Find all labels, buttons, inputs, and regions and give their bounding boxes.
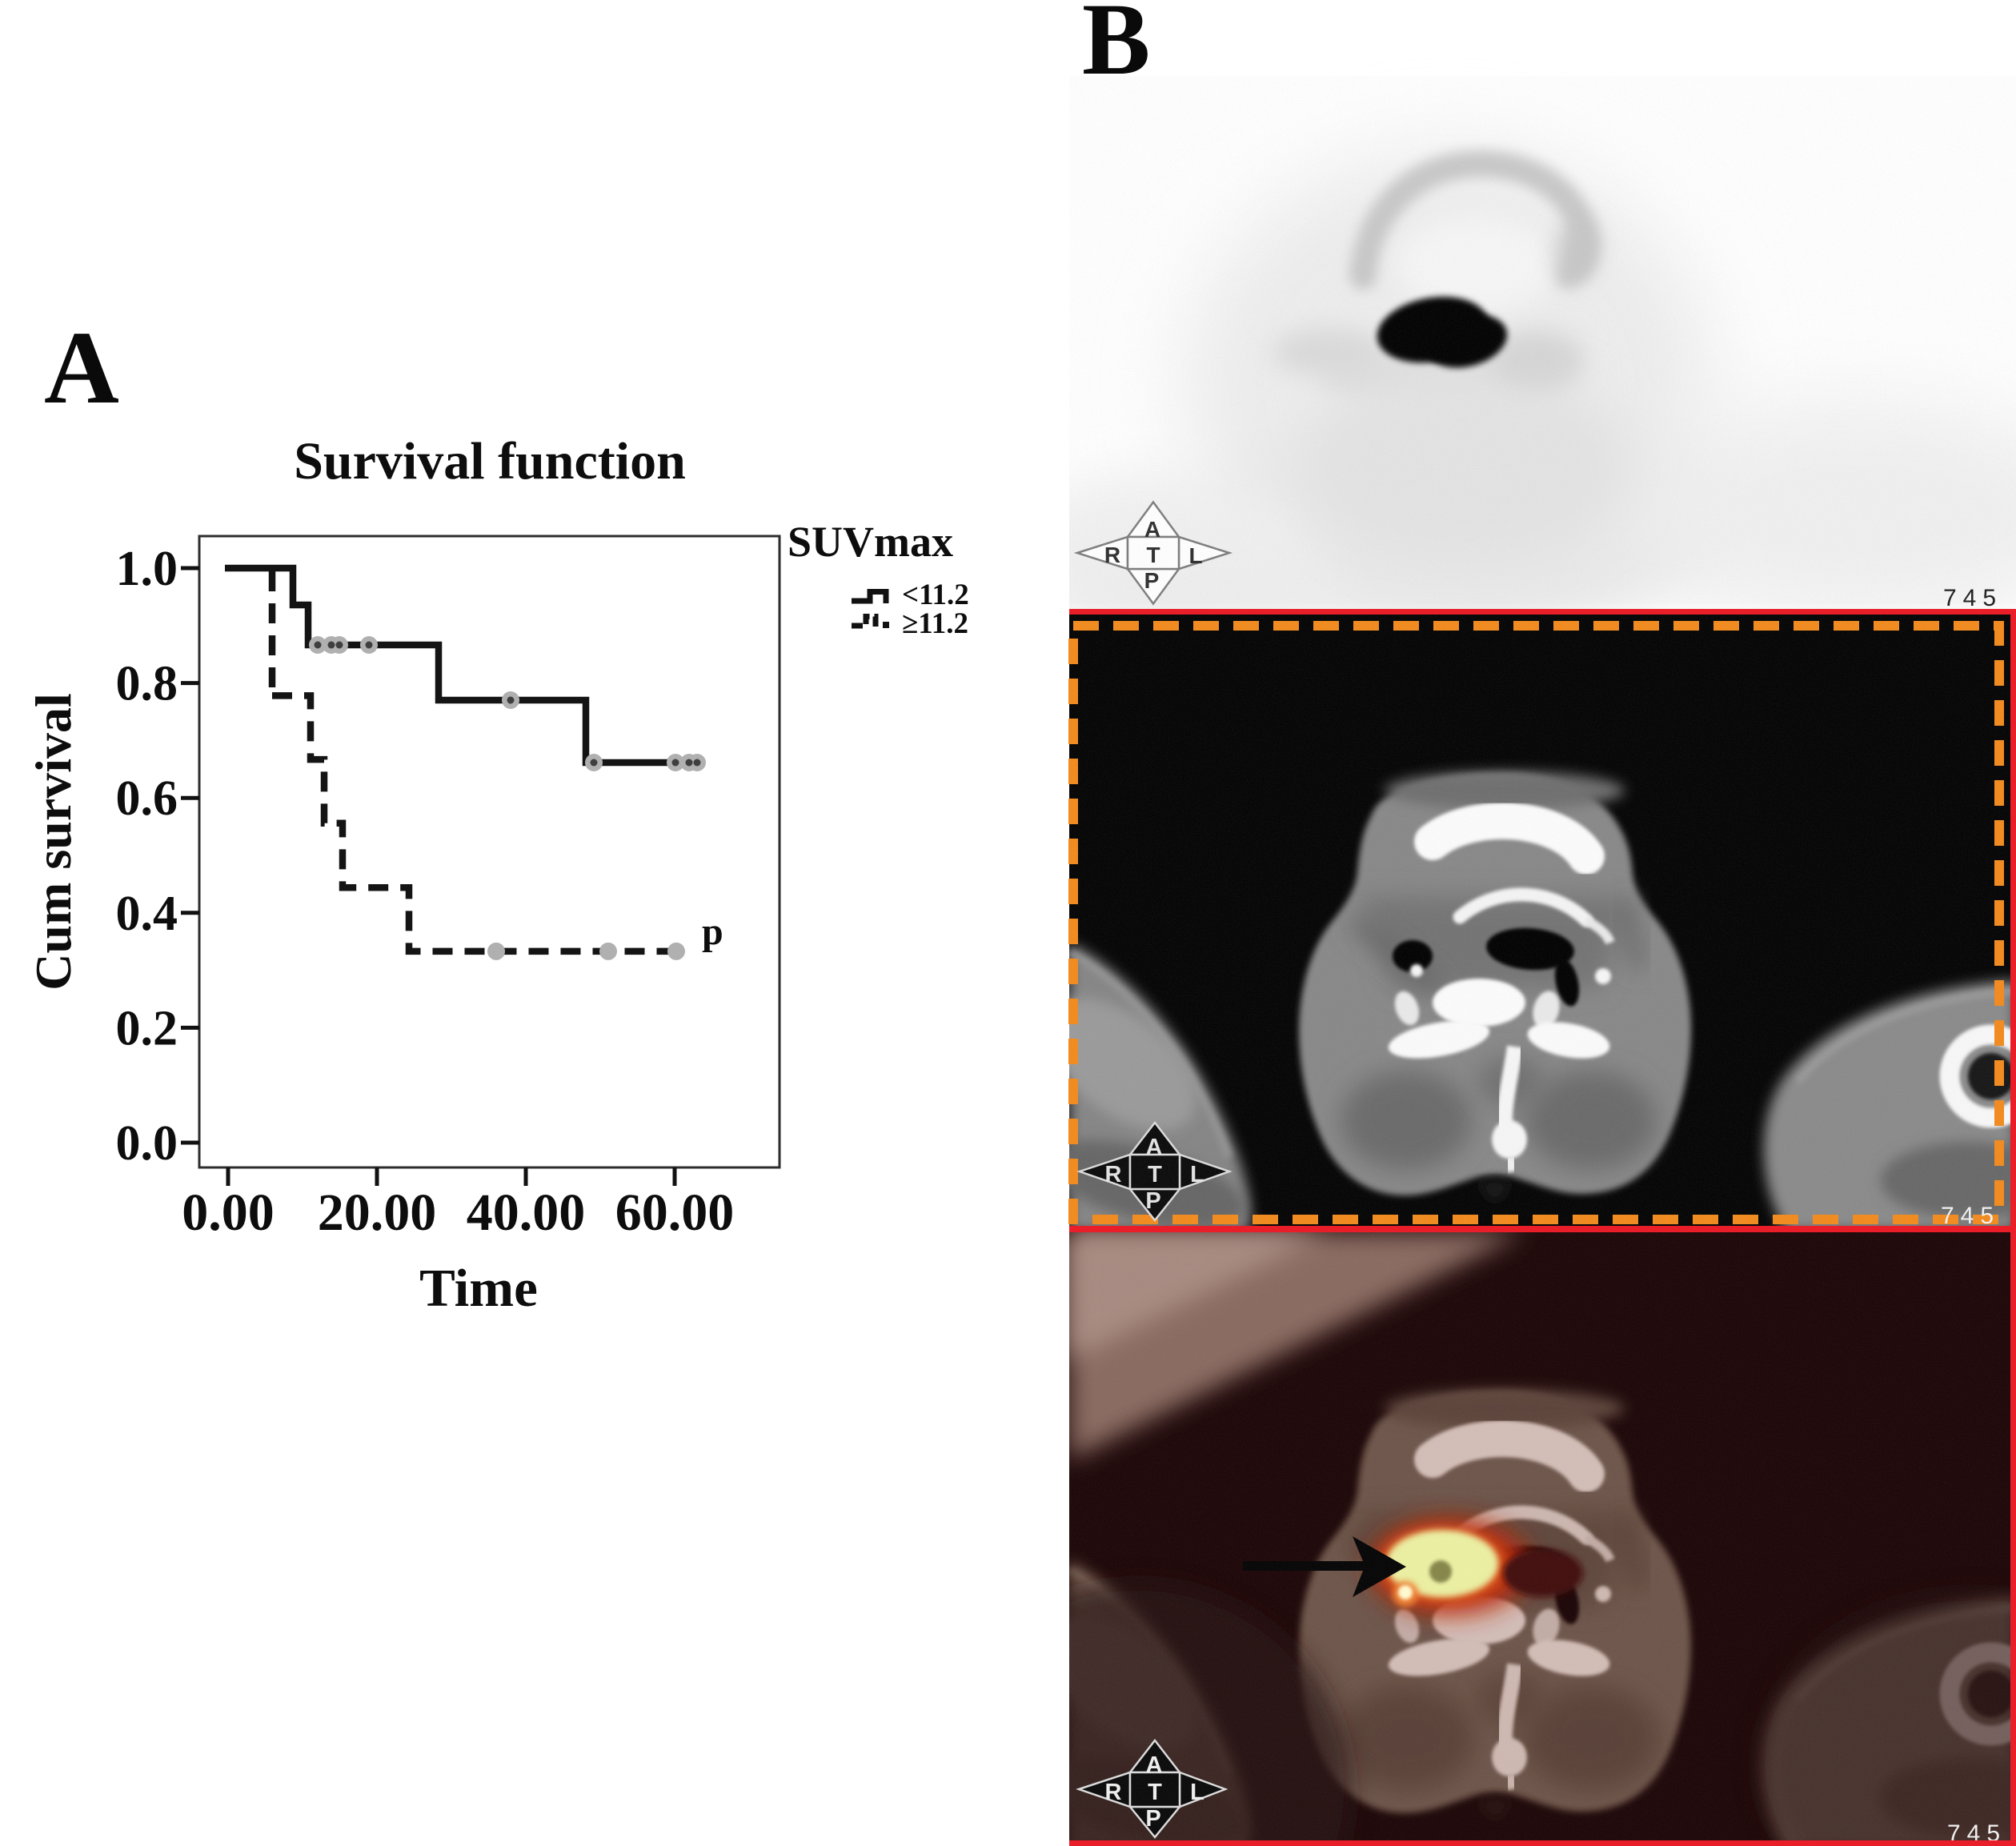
svg-text:Cum survival: Cum survival bbox=[25, 693, 82, 991]
svg-text:0.00: 0.00 bbox=[182, 1183, 275, 1242]
svg-text:0.2: 0.2 bbox=[116, 1001, 178, 1055]
svg-text:40.00: 40.00 bbox=[467, 1183, 586, 1242]
svg-text:20.00: 20.00 bbox=[318, 1183, 437, 1242]
svg-text:0.8: 0.8 bbox=[116, 657, 178, 711]
svg-text:SUVmax: SUVmax bbox=[788, 518, 953, 566]
svg-text:0.4: 0.4 bbox=[116, 887, 178, 941]
svg-text:0.0: 0.0 bbox=[116, 1116, 178, 1171]
svg-text:p: p bbox=[702, 911, 723, 953]
svg-text:Survival function: Survival function bbox=[294, 432, 686, 491]
svg-text:1.0: 1.0 bbox=[116, 542, 178, 596]
svg-text:<11.2: <11.2 bbox=[902, 579, 969, 611]
svg-text:≥11.2: ≥11.2 bbox=[902, 607, 968, 640]
svg-text:60.00: 60.00 bbox=[615, 1183, 735, 1242]
svg-text:Time: Time bbox=[419, 1259, 538, 1318]
svg-text:0.6: 0.6 bbox=[116, 771, 178, 826]
svg-text:A: A bbox=[44, 310, 119, 426]
